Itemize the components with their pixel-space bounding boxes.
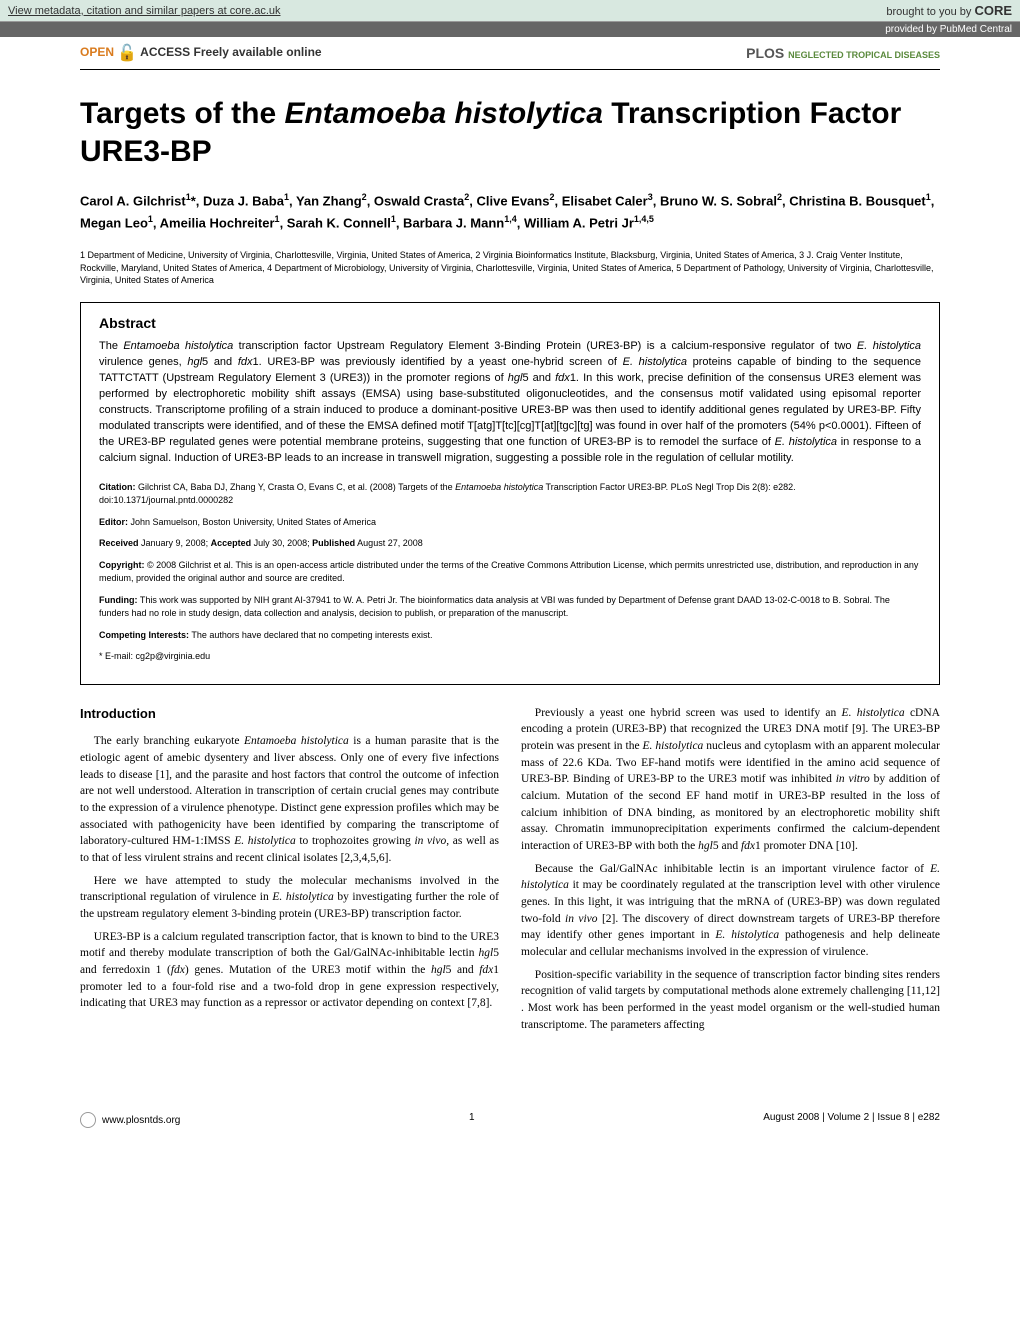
access-text: ACCESS	[140, 45, 190, 59]
abstract-box: Abstract The Entamoeba histolytica trans…	[80, 302, 940, 685]
copyright-line: Copyright: © 2008 Gilchrist et al. This …	[99, 559, 921, 586]
core-brought-by: brought to you by CORE	[886, 3, 1012, 18]
core-logo: CORE	[974, 3, 1012, 18]
core-banner: View metadata, citation and similar pape…	[0, 0, 1020, 22]
open-text: OPEN	[80, 45, 114, 59]
plos-text: PLOS	[746, 45, 784, 61]
provided-by-bar: provided by PubMed Central	[0, 22, 1020, 37]
editor-line: Editor: John Samuelson, Boston Universit…	[99, 516, 921, 530]
title-pre: Targets of the	[80, 97, 284, 130]
intro-para-5: Because the Gal/GalNAc inhibitable lecti…	[521, 861, 940, 961]
footer-url: www.plosntds.org	[102, 1115, 180, 1126]
core-metadata-link[interactable]: View metadata, citation and similar pape…	[8, 5, 281, 17]
intro-para-1: The early branching eukaryote Entamoeba …	[80, 733, 499, 866]
body-columns: Introduction The early branching eukaryo…	[80, 705, 940, 1040]
footer-issue: August 2008 | Volume 2 | Issue 8 | e282	[763, 1112, 940, 1128]
open-access-badge: OPEN 🔓 ACCESS Freely available online	[80, 43, 322, 63]
abstract-heading: Abstract	[99, 315, 921, 331]
column-right: Previously a yeast one hybrid screen was…	[521, 705, 940, 1040]
plos-logo: PLOS NEGLECTED TROPICAL DISEASES	[746, 45, 940, 61]
funding-line: Funding: This work was supported by NIH …	[99, 594, 921, 621]
header-row: OPEN 🔓 ACCESS Freely available online PL…	[0, 37, 1020, 69]
lock-open-icon: 🔓	[117, 45, 137, 62]
title-species: Entamoeba histolytica	[284, 97, 602, 130]
affiliations: 1 Department of Medicine, University of …	[80, 249, 940, 287]
column-left: Introduction The early branching eukaryo…	[80, 705, 499, 1040]
introduction-heading: Introduction	[80, 705, 499, 724]
competing-line: Competing Interests: The authors have de…	[99, 629, 921, 643]
abstract-text: The Entamoeba histolytica transcription …	[99, 339, 921, 467]
dates-line: Received January 9, 2008; Accepted July …	[99, 537, 921, 551]
citation-line: Citation: Gilchrist CA, Baba DJ, Zhang Y…	[99, 481, 921, 508]
page-footer: www.plosntds.org 1 August 2008 | Volume …	[0, 1104, 1020, 1136]
intro-para-6: Position-specific variability in the seq…	[521, 967, 940, 1034]
intro-para-3: URE3-BP is a calcium regulated transcrip…	[80, 929, 499, 1012]
intro-para-2: Here we have attempted to study the mole…	[80, 873, 499, 923]
author-list: Carol A. Gilchrist1*, Duza J. Baba1, Yan…	[80, 190, 940, 234]
freely-text: Freely available online	[194, 45, 322, 59]
journal-icon	[80, 1112, 96, 1128]
email-line: * E-mail: cg2p@virginia.edu	[99, 650, 921, 664]
article-title: Targets of the Entamoeba histolytica Tra…	[80, 95, 940, 170]
footer-page-number: 1	[469, 1112, 475, 1128]
plos-subtitle: NEGLECTED TROPICAL DISEASES	[788, 50, 940, 60]
intro-para-4: Previously a yeast one hybrid screen was…	[521, 705, 940, 855]
brought-by-text: brought to you by	[886, 6, 974, 18]
main-content: Targets of the Entamoeba histolytica Tra…	[0, 70, 1020, 1079]
footer-left: www.plosntds.org	[80, 1112, 180, 1128]
